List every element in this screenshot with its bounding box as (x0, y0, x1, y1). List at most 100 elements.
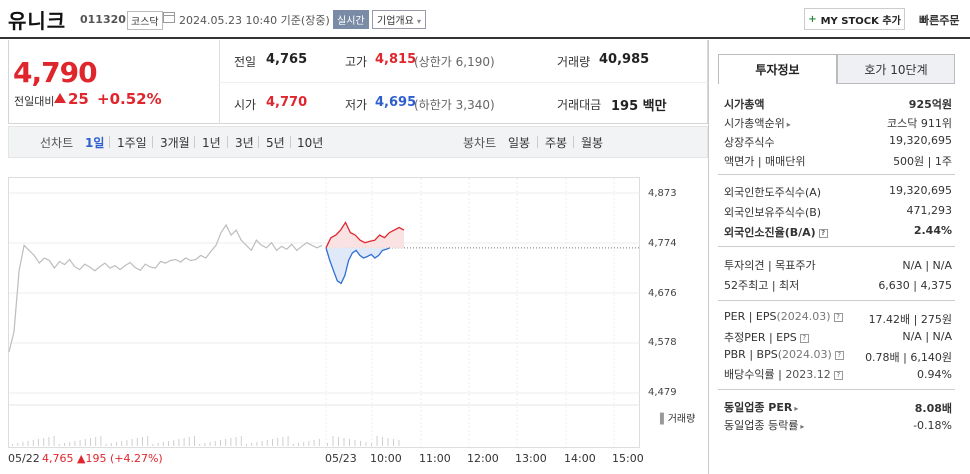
52w-range-value: 6,630 | 4,375 (878, 279, 952, 292)
prev-close-value: 4,765 (266, 52, 308, 67)
x-tick-label: 10:00 (370, 452, 402, 465)
dividend-date: 2023.12 (785, 368, 831, 381)
dividend-label: 배당수익률 | 2023.12? (724, 366, 843, 382)
help-icon[interactable]: ? (799, 333, 809, 343)
period-1d[interactable]: 1일 (85, 136, 105, 150)
foreign-ratio-text: 외국인소진율(B/A) (724, 226, 816, 239)
par-value-value: 500원 | 1주 (893, 155, 952, 168)
divider (109, 136, 110, 148)
volume-bar (22, 442, 24, 446)
divider (152, 136, 153, 148)
52w-range-label: 52주최고 | 최저 (724, 279, 800, 292)
chart-frame (8, 177, 640, 448)
period-3y[interactable]: 3년 (235, 136, 254, 150)
help-icon[interactable]: ? (833, 312, 843, 322)
x-tick-label: 13:00 (515, 452, 547, 465)
volume-bar (53, 436, 55, 446)
volume-bar (84, 439, 86, 446)
volume-bar (204, 443, 206, 446)
divider (718, 300, 955, 301)
price-chart[interactable] (0, 0, 700, 474)
market-cap-rank-value: 코스닥 911위 (887, 117, 952, 130)
est-per-eps-value: N/A | N/A (902, 330, 952, 343)
x-tick-label: 14:00 (564, 452, 596, 465)
volume-bar (12, 444, 13, 446)
tab-investment-info[interactable]: 투자정보 (718, 54, 837, 84)
pbr-bps-date: (2024.03) (777, 348, 832, 361)
add-mystock-button[interactable]: + MY STOCK 추가 (804, 8, 905, 30)
high-label: 고가 (345, 55, 368, 69)
period-1w[interactable]: 1주일 (117, 136, 147, 150)
header-divider (0, 37, 970, 39)
market-cap-rank-label[interactable]: 시가총액순위 ▸ (724, 115, 791, 131)
divider (194, 136, 195, 148)
industry-per-value: 8.08배 (914, 402, 952, 415)
upper-limit: (상한가 6,190) (414, 55, 495, 69)
listed-shares-value: 19,320,695 (889, 134, 952, 147)
investment-panel (708, 40, 962, 474)
change-label: 전일대비 (14, 95, 55, 108)
period-10y[interactable]: 10년 (297, 136, 324, 150)
per-eps-text: PER | EPS (724, 310, 777, 323)
company-overview-label: 기업개요 (377, 16, 414, 27)
period-1y[interactable]: 1년 (202, 136, 221, 150)
candle-monthly[interactable]: 월봉 (581, 136, 604, 150)
volume-bar (220, 440, 221, 446)
volume-bar (43, 438, 45, 446)
line-chart-label: 선차트 (40, 136, 74, 150)
candle-weekly[interactable]: 주봉 (545, 136, 568, 150)
divider (227, 136, 228, 148)
up-triangle-icon (54, 93, 66, 103)
quick-order-link[interactable]: 빠른주문 (919, 14, 960, 27)
tab-orderbook-10[interactable]: 호가 10단계 (837, 54, 955, 84)
industry-change-label[interactable]: 동일업종 등락률 ▸ (724, 417, 804, 433)
volume-bar (199, 444, 201, 446)
volume-bar (292, 444, 294, 446)
par-value-label: 액면가 | 매매단위 (724, 155, 806, 168)
help-icon[interactable]: ? (834, 350, 844, 360)
help-icon[interactable]: ? (818, 228, 828, 238)
x-tick-label: 05/23 (325, 452, 357, 465)
volume-bar (398, 440, 400, 446)
prev-day-line (8, 223, 323, 353)
est-per-eps-label: 추정PER | EPS? (724, 329, 809, 345)
volume-bar (266, 440, 268, 446)
volume-bar (303, 442, 305, 446)
period-3m[interactable]: 3개월 (160, 136, 190, 150)
industry-per-text: 동일업종 PER (724, 401, 793, 414)
period-5y[interactable]: 5년 (266, 136, 285, 150)
help-icon[interactable]: ? (833, 370, 843, 380)
volume-bar (382, 437, 383, 446)
industry-per-label[interactable]: 동일업종 PER ▸ (724, 399, 798, 415)
calendar-icon (163, 12, 175, 23)
foreign-ratio-value: 2.44% (913, 224, 952, 237)
volume-bar (225, 439, 227, 446)
prev-close-label: 전일 (234, 55, 257, 69)
divider (537, 136, 538, 148)
candle-daily[interactable]: 일봉 (508, 136, 531, 150)
volume-bar (313, 440, 315, 446)
volume-bar (209, 442, 211, 446)
volume-bar (282, 437, 284, 446)
market-cap-rank-text: 시가총액순위 (724, 117, 785, 130)
y-tick-label: 4,578 (648, 337, 677, 348)
down-line (325, 247, 391, 285)
volume-bar (272, 439, 273, 446)
volume-bar (105, 444, 107, 446)
prev-day-summary: 4,765 ▲195 (+4.27%) (42, 452, 163, 465)
volume-bar (235, 437, 237, 446)
volume-bar (38, 439, 39, 446)
volume-bar (126, 440, 128, 446)
volume-bar (261, 441, 263, 446)
volume-bar (48, 437, 50, 446)
period-toolbar (8, 126, 708, 158)
volume-label: 거래량 (557, 55, 591, 69)
volume-bar (100, 436, 102, 446)
volume-bar (387, 438, 389, 446)
y-tick-label: 4,479 (648, 387, 677, 398)
company-overview-dropdown[interactable]: 기업개요 ▾ (372, 10, 427, 29)
volume-bar (142, 437, 143, 446)
volume-bar (173, 440, 175, 446)
volume-legend: ▌거래량 (660, 414, 696, 425)
volume-bar (152, 444, 154, 446)
